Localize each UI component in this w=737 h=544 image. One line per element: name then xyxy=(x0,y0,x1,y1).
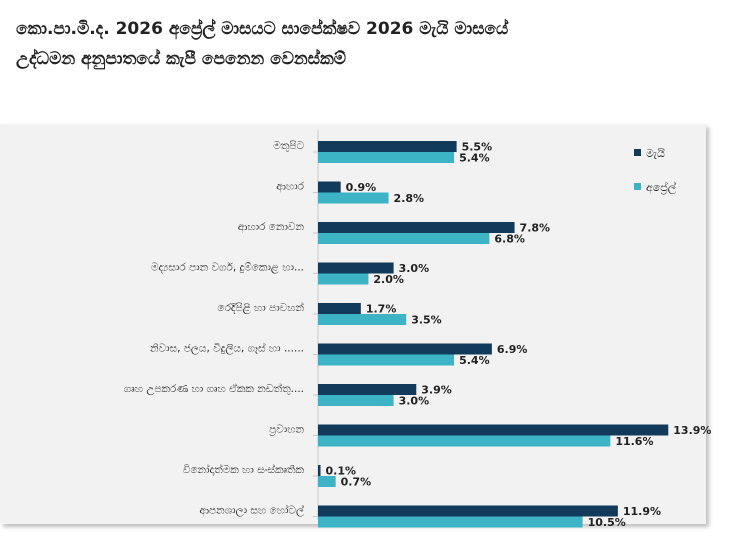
category-label: ආපනශාලා සහ හෝටල් xyxy=(199,502,305,517)
bar-may xyxy=(318,384,417,395)
bar-april xyxy=(318,395,394,406)
legend-swatch xyxy=(634,149,641,156)
data-label: 11.6% xyxy=(615,435,653,448)
data-label: 5.4% xyxy=(459,354,490,367)
data-label: 3.0% xyxy=(399,395,430,408)
bar-april xyxy=(318,152,455,163)
bar-may xyxy=(318,181,341,193)
data-label: 2.0% xyxy=(373,273,404,286)
data-label: 2.8% xyxy=(394,192,425,205)
data-label: 0.1% xyxy=(326,465,357,478)
bar-april xyxy=(318,273,369,285)
category-label: රෙදිපිළි හා පාවහන් xyxy=(217,300,304,315)
chart-title: කො.පා.මි.ද. 2026 අප්‍රේල් මාසයට සාපේක්ෂව… xyxy=(16,14,716,74)
data-label: 1.7% xyxy=(366,303,397,316)
legend-label: මැයි xyxy=(646,147,665,160)
bar-may xyxy=(318,505,618,517)
data-label: 5.5% xyxy=(462,141,493,154)
category-label: නිවාස, ජලය, විදුලිය, ගෑස් හා ...... xyxy=(150,340,304,355)
legend-swatch xyxy=(634,183,641,190)
data-label: 3.9% xyxy=(421,384,452,397)
data-label: 11.9% xyxy=(623,505,661,518)
data-label: 7.8% xyxy=(520,222,551,235)
bar-may xyxy=(318,262,394,274)
data-label: 13.9% xyxy=(673,424,711,437)
legend-label: අප්‍රේල් xyxy=(646,180,677,195)
data-label: 0.9% xyxy=(346,181,377,194)
data-label: 10.5% xyxy=(588,516,626,529)
bar-may xyxy=(318,222,515,233)
category-label: විනෝදාත්මක හා සංස්කෘතික xyxy=(183,462,305,476)
bar-may xyxy=(318,303,361,314)
bar-april xyxy=(318,233,490,244)
category-label: ගෘහ උපකරණ හා ගෘහ ඒකක නඩත්තු.... xyxy=(124,381,304,396)
category-label: ආහාර නොවන xyxy=(238,221,305,234)
category-label: මතුපිට xyxy=(273,140,304,152)
data-label: 6.8% xyxy=(494,233,525,246)
bar-april xyxy=(318,476,336,487)
chart-title-line-1: කො.පා.මි.ද. 2026 අප්‍රේල් මාසයට සාපේක්ෂව… xyxy=(16,19,509,39)
data-label: 5.4% xyxy=(459,152,490,165)
bar-april xyxy=(318,192,389,204)
bar-april xyxy=(318,516,583,528)
category-label: ප්‍රවාහන xyxy=(269,424,304,436)
category-label: ආහාර xyxy=(276,181,304,194)
data-label: 3.0% xyxy=(399,262,430,275)
bar-april xyxy=(318,435,611,447)
chart-title-line-2: උද්ධමන අනුපාතයේ කැපී පෙනෙන වෙනස්කම් xyxy=(16,49,346,69)
bar-may xyxy=(318,343,492,355)
data-label: 3.5% xyxy=(411,314,442,327)
data-label: 0.7% xyxy=(341,476,372,489)
data-label: 6.9% xyxy=(497,343,528,356)
bar-april xyxy=(318,314,407,325)
bar-april xyxy=(318,354,455,366)
bar-may xyxy=(318,424,669,436)
category-label: මද්‍යසාර පාන වර්ග, දුම්කොළ හා... xyxy=(151,261,304,275)
bar-may xyxy=(318,141,457,152)
bar-may xyxy=(318,465,321,476)
